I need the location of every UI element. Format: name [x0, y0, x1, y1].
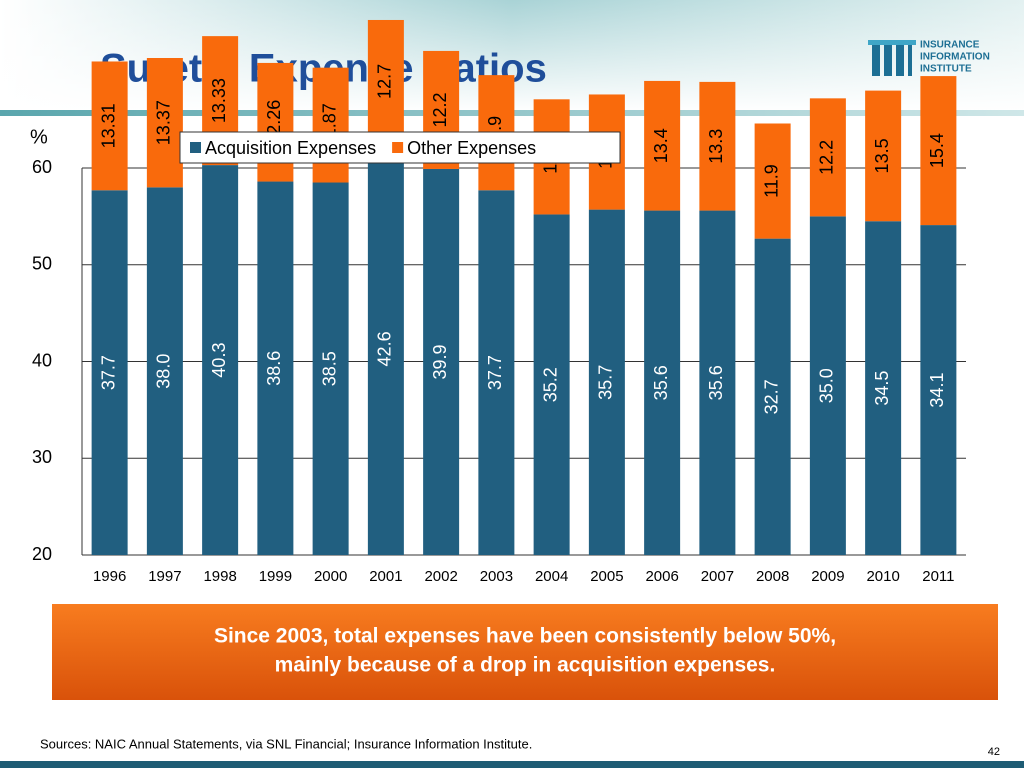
y-tick-label: 40 — [32, 350, 52, 370]
bar-segment — [644, 210, 681, 555]
data-label: 13.4 — [651, 128, 671, 163]
source-note: Sources: NAIC Annual Statements, via SNL… — [40, 736, 532, 751]
data-label: 37.7 — [485, 355, 505, 390]
data-label: 12.2 — [430, 92, 450, 127]
y-tick-label: 60 — [32, 157, 52, 177]
bar-segment — [146, 187, 183, 555]
bar-segment — [588, 209, 625, 556]
data-label: 12.7 — [375, 64, 395, 99]
legend-label: Other Expenses — [407, 138, 536, 158]
data-label: 32.7 — [761, 379, 781, 414]
bar-segment — [809, 98, 846, 217]
bar-segment — [754, 238, 791, 555]
data-label: 35.6 — [651, 365, 671, 400]
y-tick-label: 30 — [32, 447, 52, 467]
x-tick-label: 2003 — [480, 568, 513, 585]
x-tick-label: 2006 — [645, 568, 678, 585]
bar-segment — [91, 190, 128, 555]
data-label: 13.5 — [872, 138, 892, 173]
bar-segment — [865, 221, 902, 555]
x-tick-label: 2009 — [811, 568, 844, 585]
x-tick-label: 2001 — [369, 568, 402, 585]
legend-swatch — [190, 142, 201, 153]
legend-swatch — [392, 142, 404, 153]
page-number: 42 — [988, 746, 1000, 758]
data-label: 40.3 — [209, 343, 229, 378]
x-tick-label: 2008 — [756, 568, 789, 585]
data-label: 39.9 — [430, 344, 450, 379]
data-label: 13.31 — [98, 103, 118, 148]
x-tick-label: 1999 — [259, 568, 292, 585]
bar-segment — [478, 190, 515, 555]
bar-segment — [312, 182, 349, 555]
bar-segment — [423, 168, 460, 555]
bar-segment — [202, 165, 239, 555]
logo-text: INSURANCE — [920, 40, 980, 51]
x-tick-label: 1996 — [93, 568, 126, 585]
y-axis-label: % — [30, 126, 48, 148]
x-tick-label: 2005 — [590, 568, 623, 585]
callout-text: mainly because of a drop in acquisition … — [275, 654, 776, 677]
bar-segment — [367, 142, 404, 555]
y-tick-label: 50 — [32, 254, 52, 274]
logo-text: INSTITUTE — [920, 64, 972, 75]
data-label: 13.3 — [706, 129, 726, 164]
x-tick-label: 2011 — [922, 568, 954, 585]
bar-segment — [754, 123, 791, 239]
bar-segment — [257, 181, 294, 556]
data-label: 35.6 — [706, 365, 726, 400]
data-label: 38.0 — [154, 354, 174, 389]
bar-segment — [920, 225, 957, 555]
data-label: 35.0 — [817, 368, 837, 403]
bar-segment — [920, 76, 957, 226]
y-tick-label: 20 — [32, 544, 52, 564]
x-tick-label: 2000 — [314, 568, 347, 585]
x-tick-label: 2002 — [424, 568, 457, 585]
data-label: 38.6 — [264, 351, 284, 386]
data-label: 34.1 — [927, 373, 947, 408]
bar-segment — [865, 90, 902, 222]
data-label: 13.33 — [209, 78, 229, 123]
bar-segment — [644, 80, 681, 211]
bar-segment — [699, 81, 736, 211]
x-tick-label: 2004 — [535, 568, 568, 585]
bar-segment — [533, 214, 570, 555]
data-label: 38.5 — [319, 351, 339, 386]
callout-box — [52, 604, 998, 700]
bar-segment — [367, 19, 404, 143]
data-label: 42.6 — [375, 331, 395, 366]
footer-bar — [0, 761, 1024, 768]
logo-icon — [868, 40, 916, 76]
callout-text: Since 2003, total expenses have been con… — [214, 625, 836, 648]
data-label: 35.7 — [596, 365, 616, 400]
x-tick-label: 1998 — [203, 568, 236, 585]
logo-text: INFORMATION — [920, 52, 990, 63]
legend-label: Acquisition Expenses — [205, 138, 376, 158]
data-label: 35.2 — [540, 367, 560, 402]
data-label: 12.2 — [817, 140, 837, 175]
data-label: 15.4 — [927, 133, 947, 168]
data-label: 11.9 — [761, 164, 781, 198]
data-label: 37.7 — [98, 355, 118, 390]
bar-segment — [146, 57, 183, 188]
x-tick-label: 2010 — [866, 568, 899, 585]
bar-segment — [809, 216, 846, 555]
bar-segment — [91, 61, 128, 191]
x-tick-label: 1997 — [148, 568, 181, 585]
data-label: 34.5 — [872, 371, 892, 406]
data-label: 13.37 — [154, 100, 174, 145]
bar-segment — [699, 210, 736, 555]
x-tick-label: 2007 — [701, 568, 734, 585]
